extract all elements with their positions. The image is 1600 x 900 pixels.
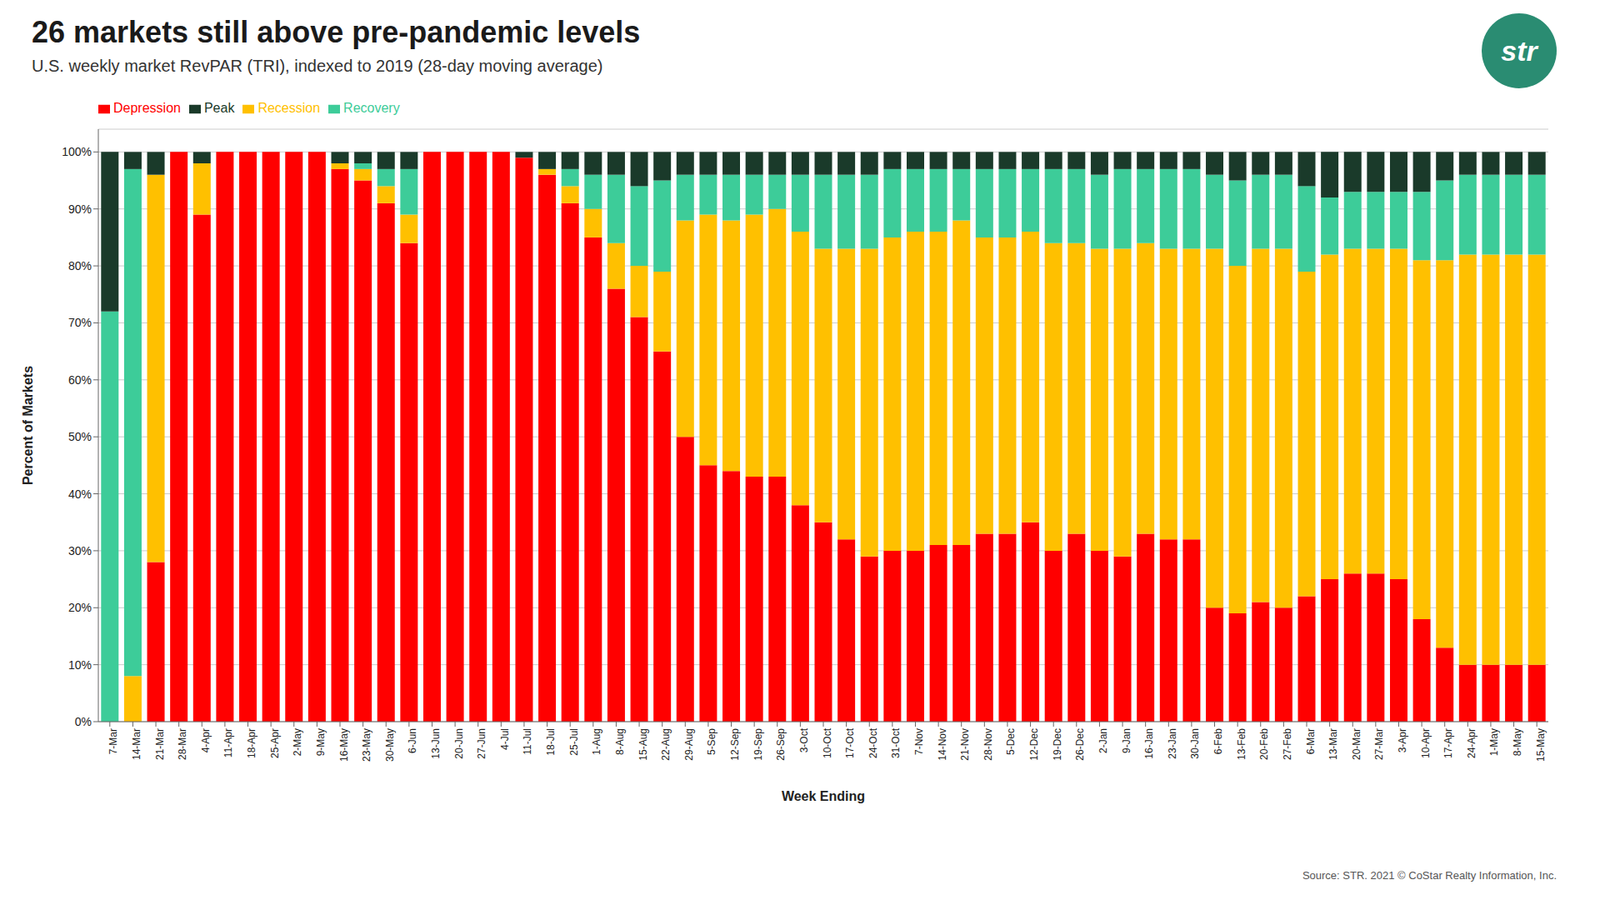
html-text:str: str: [1501, 34, 1538, 67]
svg-text:16-Jan: 16-Jan: [1143, 728, 1155, 760]
svg-text:7-Mar: 7-Mar: [107, 728, 120, 755]
svg-text:6-Mar: 6-Mar: [1305, 728, 1317, 755]
svg-text:100%: 100%: [61, 145, 92, 159]
svg-text:11-Jul: 11-Jul: [521, 728, 534, 755]
html-text:Recovery: Recovery: [343, 100, 400, 115]
svg-text:30-Jan: 30-Jan: [1189, 728, 1201, 760]
svg-text:31-Oct: 31-Oct: [890, 727, 902, 759]
svg-text:5-Dec: 5-Dec: [1005, 728, 1017, 755]
html-text:U.S. weekly market RevPAR (TRI: U.S. weekly market RevPAR (TRI), indexed…: [31, 56, 603, 75]
svg-text:29-Aug: 29-Aug: [683, 728, 695, 761]
svg-text:11-Apr: 11-Apr: [222, 728, 235, 758]
html-text:Recession: Recession: [257, 100, 321, 115]
svg-text:1-Aug: 1-Aug: [590, 728, 603, 755]
svg-text:12-Dec: 12-Dec: [1028, 728, 1040, 761]
svg-text:10-Oct: 10-Oct: [821, 727, 834, 759]
svg-text:18-Apr: 18-Apr: [245, 728, 258, 759]
svg-text:15-Aug: 15-Aug: [637, 728, 650, 761]
svg-text:Week Ending: Week Ending: [781, 789, 865, 804]
svg-text:4-Apr: 4-Apr: [200, 728, 212, 753]
svg-text:16-May: 16-May: [338, 728, 350, 762]
svg-text:23-May: 23-May: [360, 728, 373, 762]
svg-text:70%: 70%: [68, 315, 92, 330]
svg-text:17-Apr: 17-Apr: [1442, 728, 1455, 759]
svg-text:5-Sep: 5-Sep: [705, 728, 718, 755]
svg-text:80%: 80%: [68, 259, 92, 273]
svg-text:2-Jan: 2-Jan: [1097, 728, 1110, 754]
svg-text:40%: 40%: [68, 487, 92, 501]
svg-text:8-Aug: 8-Aug: [614, 728, 626, 755]
svg-text:30%: 30%: [68, 544, 92, 558]
svg-text:13-Mar: 13-Mar: [1327, 728, 1340, 760]
svg-text:6-Jun: 6-Jun: [406, 728, 419, 754]
svg-text:50%: 50%: [68, 430, 92, 444]
svg-text:30-May: 30-May: [384, 728, 396, 762]
svg-text:19-Dec: 19-Dec: [1051, 728, 1064, 761]
svg-text:17-Oct: 17-Oct: [844, 727, 856, 759]
svg-text:8-May: 8-May: [1511, 728, 1524, 756]
svg-text:13-Jun: 13-Jun: [430, 728, 442, 760]
html-text:Depression: Depression: [113, 100, 181, 115]
svg-text:24-Oct: 24-Oct: [867, 727, 880, 759]
svg-text:18-Jul: 18-Jul: [545, 728, 557, 756]
svg-text:3-Oct: 3-Oct: [798, 727, 810, 753]
svg-text:25-Jul: 25-Jul: [568, 728, 580, 756]
svg-text:27-Jun: 27-Jun: [475, 728, 488, 760]
svg-text:4-Jul: 4-Jul: [499, 728, 511, 750]
svg-text:23-Jan: 23-Jan: [1166, 728, 1179, 760]
svg-text:26-Dec: 26-Dec: [1074, 728, 1086, 761]
svg-text:26-Sep: 26-Sep: [775, 728, 787, 761]
svg-text:27-Mar: 27-Mar: [1373, 728, 1385, 760]
svg-text:13-Feb: 13-Feb: [1235, 728, 1248, 760]
svg-text:21-Mar: 21-Mar: [154, 728, 166, 760]
svg-text:24-Apr: 24-Apr: [1465, 728, 1478, 759]
svg-text:20-Feb: 20-Feb: [1258, 728, 1270, 760]
svg-text:9-Jan: 9-Jan: [1120, 728, 1133, 754]
svg-text:60%: 60%: [68, 373, 92, 387]
svg-text:14-Mar: 14-Mar: [130, 728, 143, 760]
svg-text:14-Nov: 14-Nov: [936, 728, 949, 761]
svg-text:20-Mar: 20-Mar: [1350, 728, 1363, 760]
svg-text:Percent of Markets: Percent of Markets: [20, 365, 35, 485]
svg-text:20%: 20%: [68, 600, 92, 615]
svg-text:15-May: 15-May: [1535, 728, 1547, 762]
svg-text:7-Nov: 7-Nov: [913, 728, 925, 755]
svg-text:0%: 0%: [75, 715, 92, 729]
svg-text:22-Aug: 22-Aug: [660, 728, 672, 761]
html-text:26 markets still above pre-pan: 26 markets still above pre-pandemic leve…: [31, 15, 641, 50]
svg-text:27-Feb: 27-Feb: [1281, 728, 1294, 760]
svg-text:3-Apr: 3-Apr: [1396, 728, 1409, 753]
svg-text:1-May: 1-May: [1488, 728, 1500, 756]
svg-text:21-Nov: 21-Nov: [959, 728, 971, 761]
svg-text:2-May: 2-May: [291, 728, 304, 756]
svg-text:10%: 10%: [68, 658, 92, 672]
svg-text:9-May: 9-May: [315, 728, 327, 756]
svg-text:25-Apr: 25-Apr: [269, 728, 281, 759]
svg-text:6-Feb: 6-Feb: [1212, 728, 1225, 755]
svg-text:10-Apr: 10-Apr: [1420, 728, 1432, 759]
svg-text:20-Jun: 20-Jun: [453, 728, 465, 760]
svg-text:28-Nov: 28-Nov: [982, 728, 995, 761]
svg-text:12-Sep: 12-Sep: [729, 728, 741, 761]
html-text:Source: STR. 2021 © CoStar Rea: Source: STR. 2021 © CoStar Realty Inform…: [1302, 869, 1557, 882]
html-text:Peak: Peak: [204, 100, 235, 115]
svg-text:28-Mar: 28-Mar: [176, 728, 189, 760]
svg-text:90%: 90%: [68, 202, 92, 216]
svg-text:19-Sep: 19-Sep: [752, 728, 765, 761]
